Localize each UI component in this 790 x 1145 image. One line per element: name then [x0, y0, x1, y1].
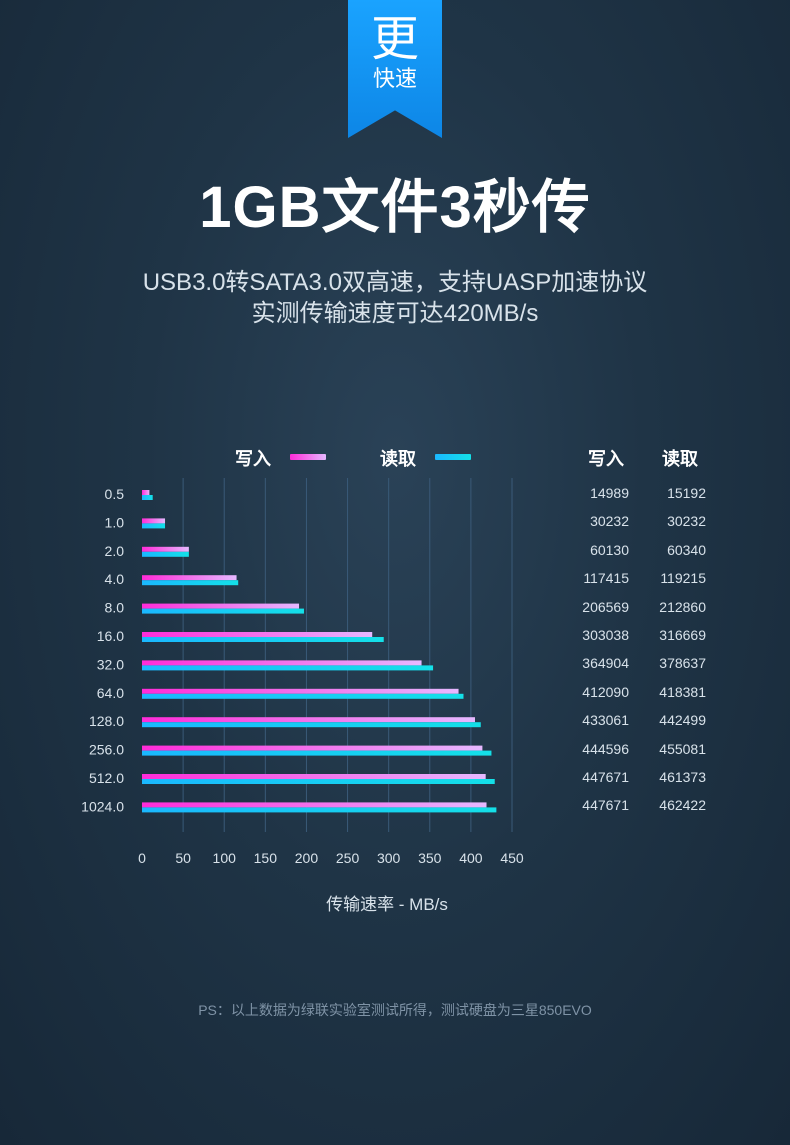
x-tick-label: 150 — [254, 850, 278, 866]
table-header-read: 读取 — [662, 449, 698, 469]
subtitle-line-2: 实测传输速度可达420MB/s — [251, 300, 539, 327]
bar-write — [142, 632, 373, 637]
table-cell-write: 60130 — [590, 541, 629, 558]
bar-write — [142, 518, 166, 524]
page-title: 1GB文件3秒传 — [199, 175, 591, 240]
x-tick-label: 50 — [175, 850, 191, 866]
bar-write — [142, 603, 300, 609]
bar-read — [142, 608, 304, 614]
table-cell-read: 455081 — [659, 740, 706, 757]
x-tick-label: 200 — [295, 850, 319, 866]
table-cell-write: 14989 — [590, 485, 629, 501]
bar-write — [142, 575, 237, 581]
category-label: 4.0 — [105, 571, 125, 587]
table-cell-write: 303038 — [582, 627, 629, 643]
table-cell-read: 461373 — [659, 769, 706, 785]
legend-read-label: 读取 — [380, 449, 416, 469]
x-tick-label: 400 — [459, 850, 483, 866]
table-cell-read: 418381 — [659, 683, 706, 700]
footnote: PS：以上数据为绿联实验室测试所得，测试硬盘为三星850EVO — [198, 1002, 592, 1018]
subtitle-line-1: USB3.0转SATA3.0双高速，支持UASP加速协议 — [142, 269, 648, 296]
bar-read — [142, 693, 464, 699]
legend-write-label: 写入 — [235, 449, 271, 469]
x-tick-label: 100 — [213, 850, 237, 866]
bar-write — [142, 774, 486, 779]
ribbon-badge: 更 快速 — [348, 0, 442, 138]
category-label: 64.0 — [97, 685, 124, 701]
table-cell-read: 212860 — [659, 598, 706, 615]
legend-read-swatch — [435, 454, 471, 460]
bar-write — [142, 490, 150, 495]
table-cell-write: 447671 — [582, 769, 629, 785]
table-cell-read: 378637 — [659, 655, 706, 672]
bar-read — [142, 750, 492, 756]
legend-write-swatch — [290, 454, 326, 460]
x-axis-label: 传输速率 - MB/s — [326, 895, 448, 914]
category-label: 512.0 — [89, 770, 124, 786]
table-cell-read: 30232 — [667, 513, 706, 530]
speed-bar-chart: 0 50 100 150 200 250 300 350 400 450 传输速率 - MB/s 0.… — [81, 478, 524, 914]
table-cell-read: 15192 — [667, 485, 706, 501]
bar-read — [142, 523, 166, 529]
ribbon-small-text: 快速 — [372, 66, 417, 91]
table-cell-read: 316669 — [659, 627, 706, 643]
bar-write — [142, 802, 487, 808]
x-tick-label: 300 — [377, 850, 401, 866]
bar-read — [142, 495, 153, 500]
category-label: 128.0 — [89, 713, 124, 729]
bar-read — [142, 779, 495, 784]
bar-write — [142, 688, 459, 694]
table-cell-read: 442499 — [659, 712, 706, 729]
table-cell-write: 364904 — [582, 655, 629, 672]
table-cell-write: 117415 — [583, 570, 629, 587]
category-label: 16.0 — [97, 628, 124, 644]
bar-read — [142, 665, 434, 671]
x-tick-label: 450 — [500, 850, 524, 866]
bar-write — [142, 660, 422, 666]
table-header-write: 写入 — [588, 449, 624, 469]
bar-write — [142, 717, 475, 723]
x-tick-label: 0 — [138, 850, 146, 866]
bar-read — [142, 551, 189, 557]
bar-write — [142, 745, 483, 751]
table-cell-write: 30232 — [590, 513, 629, 530]
category-label: 2.0 — [105, 543, 125, 559]
table-cell-write: 206569 — [582, 598, 629, 615]
bar-read — [142, 807, 497, 813]
x-tick-label: 350 — [418, 850, 442, 866]
table-cell-write: 447671 — [582, 797, 629, 814]
bar-read — [142, 580, 239, 586]
category-label: 1024.0 — [81, 798, 124, 814]
table-cell-read: 462422 — [659, 797, 706, 814]
table-cell-read: 60340 — [667, 541, 706, 558]
ribbon-big-text: 更 — [370, 13, 419, 66]
category-label: 1.0 — [105, 514, 125, 530]
x-tick-label: 250 — [336, 850, 360, 866]
category-label: 0.5 — [105, 486, 125, 502]
category-label: 8.0 — [105, 600, 125, 616]
table-cell-write: 444596 — [582, 740, 629, 757]
table-cell-write: 412090 — [582, 683, 629, 700]
table-cell-read: 119215 — [660, 570, 706, 587]
table-cell-write: 433061 — [582, 712, 629, 729]
category-label: 32.0 — [97, 656, 124, 672]
category-label: 256.0 — [89, 742, 124, 758]
bar-write — [142, 546, 189, 552]
bar-read — [142, 722, 481, 728]
bar-read — [142, 637, 384, 642]
